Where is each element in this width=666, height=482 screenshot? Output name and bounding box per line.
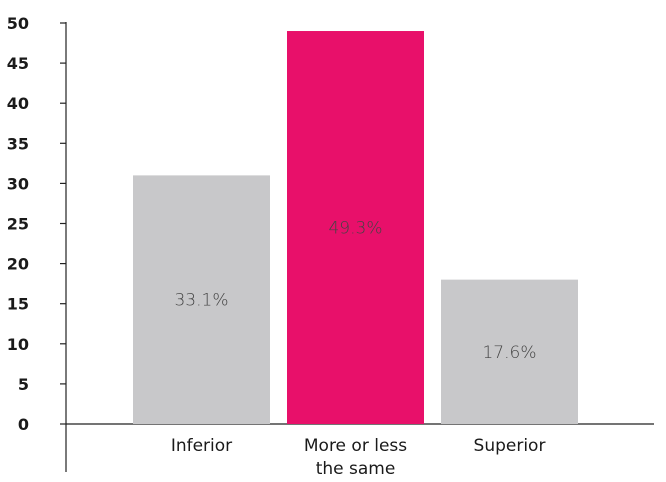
x-axis: Inferior More or less the same Superior [171,436,546,479]
data-label: 49.3% [328,219,382,239]
data-label: 17.6% [482,343,536,363]
x-tick-label: Inferior [171,436,232,456]
y-tick-label: 40 [7,94,29,113]
x-tick-label: More or less [304,436,407,456]
y-axis: 0 5 10 15 20 25 30 35 40 45 50 [7,14,66,434]
bar [441,279,578,424]
y-tick-label: 0 [18,415,29,434]
data-label: 33.1% [174,291,228,311]
y-tick-label: 30 [7,174,29,193]
y-tick-label: 45 [7,54,29,73]
bar [133,175,270,424]
x-tick-label: Superior [474,436,546,456]
x-tick-label: the same [316,459,396,479]
y-tick-label: 5 [18,375,29,394]
bar [287,31,424,425]
y-tick-label: 20 [7,255,29,274]
y-tick-label: 50 [7,14,29,33]
bars: 33.1% 49.3% 17.6% [133,31,578,425]
y-tick-label: 25 [7,215,29,234]
y-tick-label: 35 [7,134,29,153]
y-tick-label: 15 [7,295,29,314]
y-tick-label: 10 [7,335,29,354]
